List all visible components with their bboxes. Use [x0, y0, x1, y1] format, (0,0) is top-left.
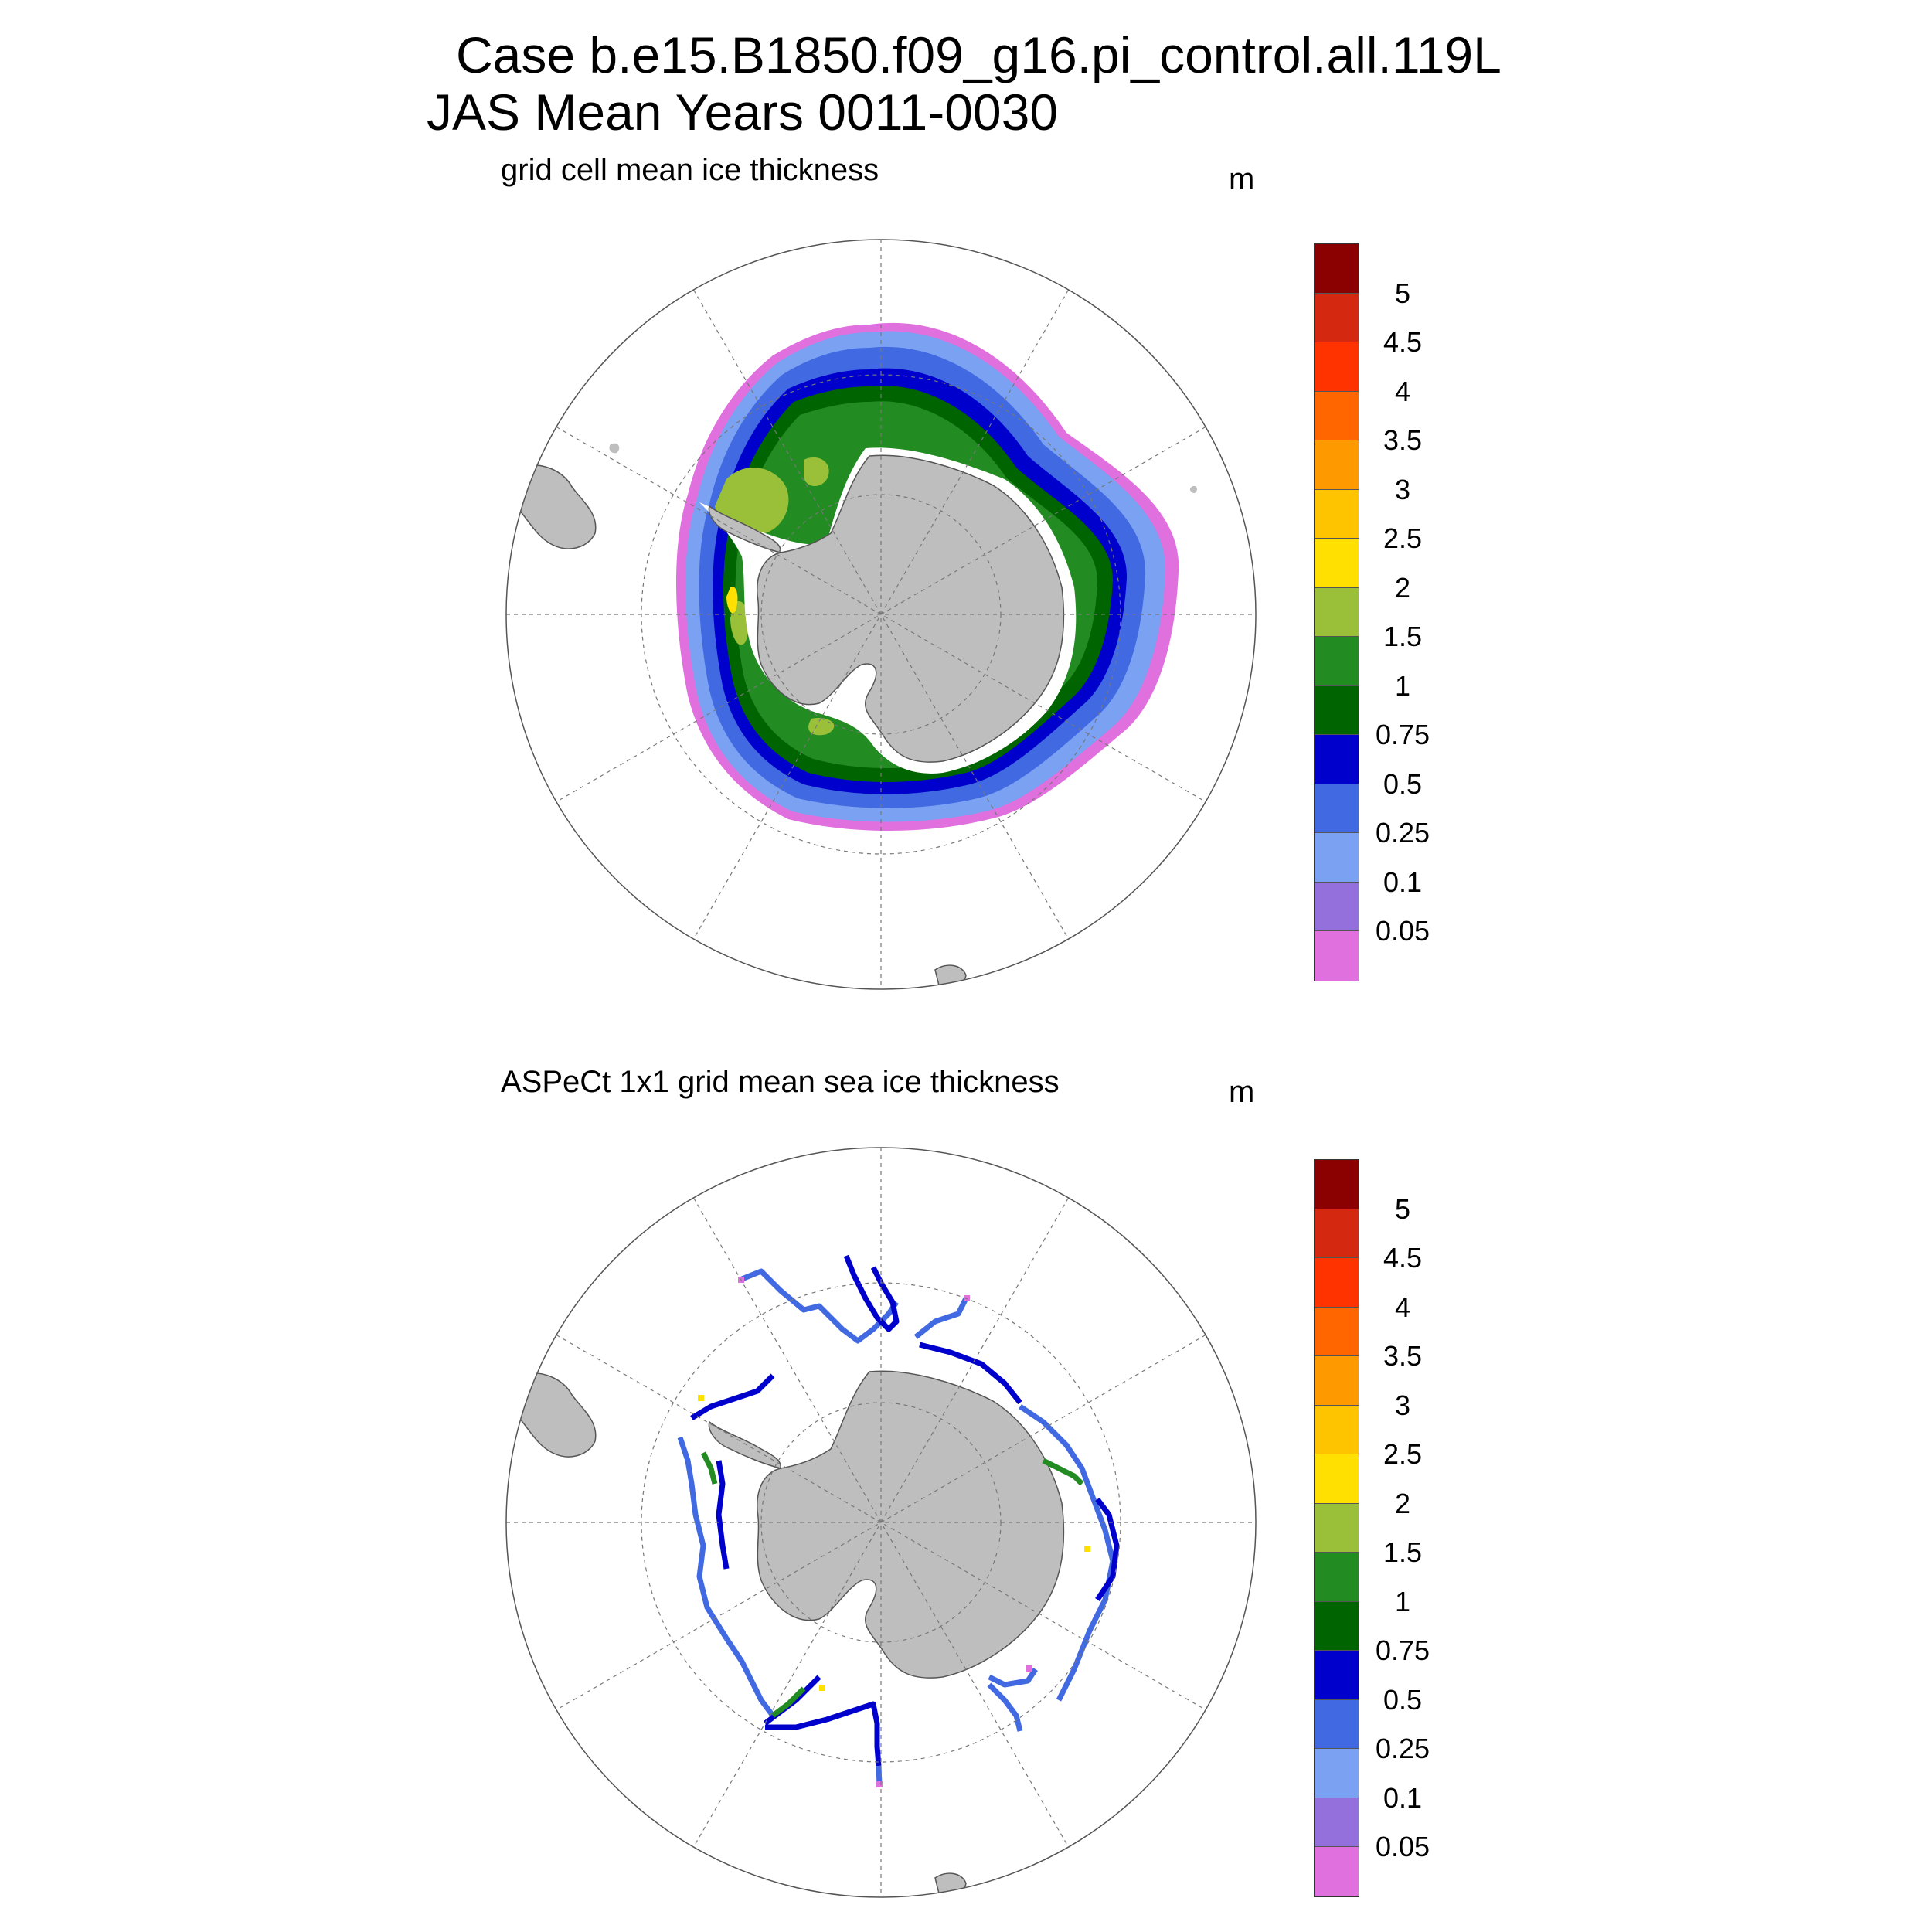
panel-2-units: m [1229, 1075, 1255, 1109]
figure-title-case: Case b.e15.B1850.f09_g16.pi_control.all.… [456, 26, 1502, 83]
cbar2-label-4.5: 4.5 [1383, 1242, 1423, 1274]
cbar1-label-1.5: 1.5 [1383, 621, 1423, 652]
cbar2-label-4: 4 [1394, 1291, 1411, 1323]
south-georgia [609, 443, 620, 454]
cbar1-label-0.5: 0.5 [1383, 768, 1423, 800]
cbar1-label-4: 4 [1394, 376, 1411, 407]
ship-track-3 [913, 1297, 969, 1339]
cbar2-seg-6 [1315, 1454, 1359, 1504]
cbar2-label-0.05: 0.05 [1375, 1831, 1430, 1862]
cbar2-seg-4 [1315, 1356, 1359, 1406]
cbar2-label-2: 2 [1394, 1488, 1411, 1519]
cbar1-label-0.1: 0.1 [1383, 866, 1423, 898]
kerguelen-island [1189, 485, 1197, 493]
cbar2-seg-10 [1315, 1651, 1359, 1700]
panel-1-title: grid cell mean ice thickness [501, 153, 879, 187]
cbar1-seg-1 [1315, 293, 1359, 342]
ice-band-2b [804, 457, 829, 487]
cbar1-label-0.05: 0.05 [1375, 915, 1430, 947]
tasmania-land-2 [934, 1872, 967, 1896]
cbar1-label-0.25: 0.25 [1375, 817, 1430, 849]
cbar2-label-5: 5 [1394, 1193, 1411, 1225]
cbar1-seg-2 [1315, 342, 1359, 392]
panel-2-map [505, 1147, 1257, 1898]
ice-band-2 [715, 468, 789, 536]
cbar2-seg-9 [1315, 1601, 1359, 1651]
cbar1-seg-9 [1315, 685, 1359, 735]
cbar1-label-4.5: 4.5 [1383, 326, 1423, 358]
cbar2-seg-14 [1315, 1847, 1359, 1896]
cbar1-seg-10 [1315, 735, 1359, 784]
cbar1-seg-11 [1315, 784, 1359, 833]
south-america-land-2 [512, 1372, 597, 1458]
cbar2-label-1: 1 [1394, 1586, 1411, 1617]
figure-title-period: JAS Mean Years 0011-0030 [427, 83, 1059, 141]
cbar1-seg-6 [1315, 539, 1359, 588]
antarctica-land-2 [757, 1370, 1065, 1679]
ship-track-17 [770, 1686, 806, 1718]
antarctic-peninsula [708, 505, 781, 553]
ship-track-8 [988, 1668, 1038, 1688]
cbar2-seg-12 [1315, 1749, 1359, 1798]
ship-track-11 [716, 1460, 730, 1570]
ship-track-5 [1019, 1404, 1116, 1702]
cbar1-label-3.5: 3.5 [1383, 424, 1423, 456]
cbar1-seg-4 [1315, 440, 1359, 490]
ship-track-13 [724, 1637, 775, 1718]
panel-1-units: m [1229, 162, 1255, 196]
cbar1-label-2: 2 [1394, 572, 1411, 604]
ship-track-6 [1095, 1497, 1120, 1601]
cbar2-label-1.5: 1.5 [1383, 1536, 1423, 1568]
cbar2-seg-3 [1315, 1307, 1359, 1356]
cbar2-label-0.5: 0.5 [1383, 1684, 1423, 1716]
ship-track-4 [919, 1342, 1022, 1405]
ship-track-15 [765, 1701, 882, 1767]
panel-1-colorbar [1314, 243, 1359, 981]
cbar1-label-2.5: 2.5 [1383, 522, 1423, 554]
ship-track-10 [677, 1436, 729, 1640]
cbar2-label-0.1: 0.1 [1383, 1782, 1423, 1814]
cbar1-seg-5 [1315, 489, 1359, 539]
ship-track-12 [700, 1451, 718, 1485]
cbar1-seg-8 [1315, 637, 1359, 686]
cbar2-label-0.75: 0.75 [1375, 1634, 1430, 1666]
cbar1-seg-3 [1315, 391, 1359, 440]
cbar1-seg-0 [1315, 244, 1359, 294]
panel-2-colorbar [1314, 1159, 1359, 1897]
ship-track-9 [690, 1373, 775, 1421]
ship-track-1 [740, 1268, 899, 1344]
cbar2-seg-1 [1315, 1209, 1359, 1258]
tasmania-land [934, 964, 967, 988]
cbar1-seg-12 [1315, 833, 1359, 883]
cbar1-label-3: 3 [1394, 474, 1411, 505]
cbar1-seg-13 [1315, 882, 1359, 931]
ship-track-7 [1042, 1458, 1084, 1486]
ship-track-2 [843, 1254, 900, 1332]
cbar1-label-5: 5 [1394, 277, 1411, 309]
cbar2-label-2.5: 2.5 [1383, 1438, 1423, 1470]
panel-2-title: ASPeCt 1x1 grid mean sea ice thickness [501, 1065, 1060, 1099]
cbar2-seg-8 [1315, 1553, 1359, 1602]
ice-band-2c [730, 601, 750, 645]
cbar1-label-1: 1 [1394, 670, 1411, 702]
cbar2-seg-2 [1315, 1258, 1359, 1308]
ice-band-2.5 [726, 587, 738, 614]
cbar2-seg-7 [1315, 1503, 1359, 1553]
cbar2-seg-5 [1315, 1405, 1359, 1454]
cbar2-seg-0 [1315, 1160, 1359, 1209]
cbar1-label-0.75: 0.75 [1375, 719, 1430, 750]
cbar2-label-0.25: 0.25 [1375, 1733, 1430, 1764]
panel-1-map [505, 239, 1257, 990]
cbar2-seg-11 [1315, 1699, 1359, 1749]
ship-track-highlights [698, 1395, 1090, 1691]
south-america-land [512, 464, 597, 549]
cbar2-seg-13 [1315, 1798, 1359, 1847]
cbar1-seg-14 [1315, 931, 1359, 981]
cbar2-label-3: 3 [1394, 1389, 1411, 1421]
ice-band-2d [808, 718, 835, 736]
ship-track-18 [987, 1682, 1023, 1732]
cbar1-seg-7 [1315, 587, 1359, 637]
cbar2-label-3.5: 3.5 [1383, 1340, 1423, 1372]
